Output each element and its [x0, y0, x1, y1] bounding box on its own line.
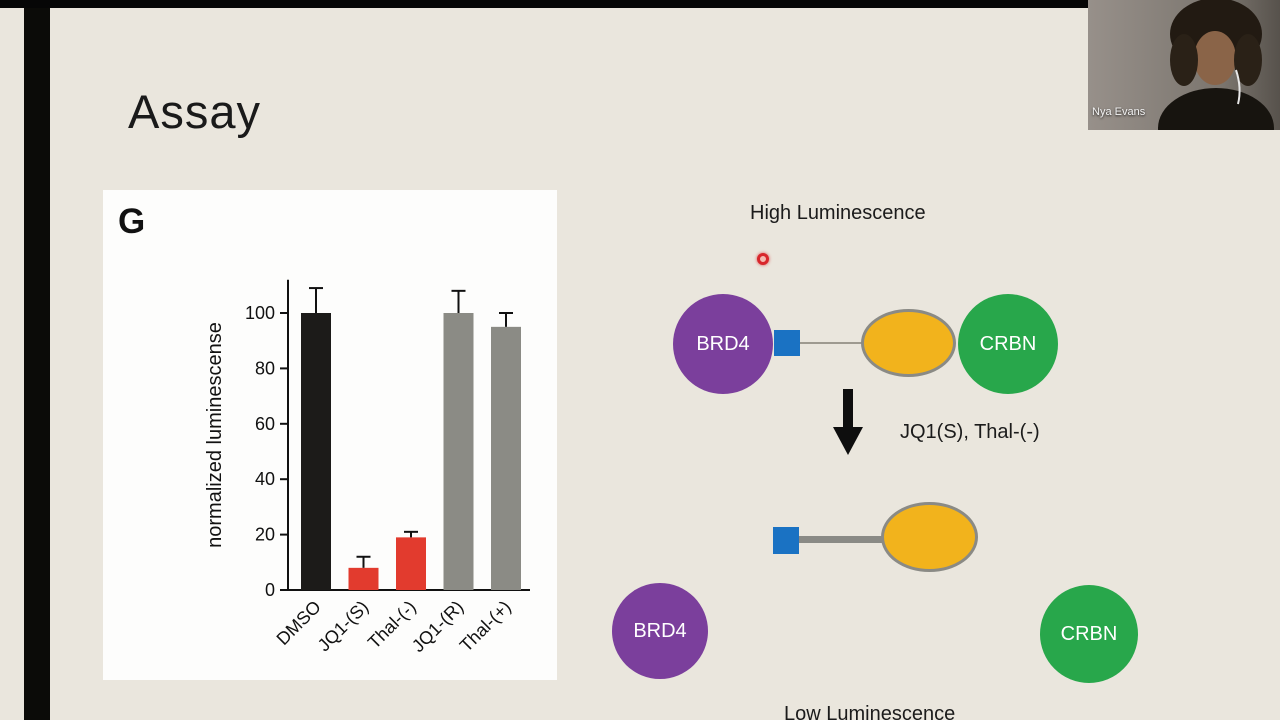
webcam-tile[interactable]: Nya Evans: [1088, 0, 1280, 130]
brd4-circle-top: BRD4: [673, 294, 773, 394]
linker-line-bottom: [799, 536, 884, 543]
low-luminescence-label: Low Luminescence: [784, 703, 956, 720]
svg-text:80: 80: [255, 358, 275, 378]
laser-pointer-dot: [757, 253, 769, 265]
arrow-condition-label: JQ1(S), Thal-(-): [900, 421, 1040, 443]
svg-text:100: 100: [245, 303, 275, 323]
linker-line-top: [800, 342, 862, 344]
high-luminescence-label: High Luminescence: [750, 202, 926, 224]
ligand-oval-top: [861, 309, 956, 377]
svg-text:20: 20: [255, 525, 275, 545]
svg-text:40: 40: [255, 469, 275, 489]
svg-text:JQ1-(R): JQ1-(R): [408, 597, 467, 656]
ligand-oval-bottom: [881, 502, 978, 572]
slide-title: Assay: [128, 85, 261, 138]
brd4-label: BRD4: [696, 332, 750, 355]
brd4-circle-bottom: BRD4: [612, 583, 708, 679]
webcam-video: [1088, 0, 1280, 130]
left-black-bar: [24, 8, 50, 720]
participant-name-label: Nya Evans: [1092, 106, 1146, 118]
svg-text:60: 60: [255, 414, 275, 434]
svg-text:0: 0: [265, 580, 275, 600]
svg-text:JQ1-(S): JQ1-(S): [314, 597, 373, 656]
figure-panel: G 0 20 40 60 80 100 normalized luminescense DMS…: [103, 190, 557, 680]
crbn-circle-bottom: CRBN: [1040, 585, 1138, 683]
ligand-anchor-square-bottom: [773, 527, 799, 554]
top-black-bar: [0, 0, 1280, 8]
crbn-circle-top: CRBN: [958, 294, 1058, 394]
svg-text:Thal-(+): Thal-(+): [456, 597, 515, 656]
crbn-label: CRBN: [1060, 622, 1118, 645]
ligand-anchor-square-top: [774, 330, 800, 356]
brd4-label: BRD4: [633, 619, 687, 642]
svg-text:normalized luminescense: normalized luminescense: [204, 322, 226, 548]
crbn-label: CRBN: [979, 332, 1037, 355]
arrow-down-icon: [833, 389, 863, 455]
figure-panel-label: G: [118, 202, 146, 241]
